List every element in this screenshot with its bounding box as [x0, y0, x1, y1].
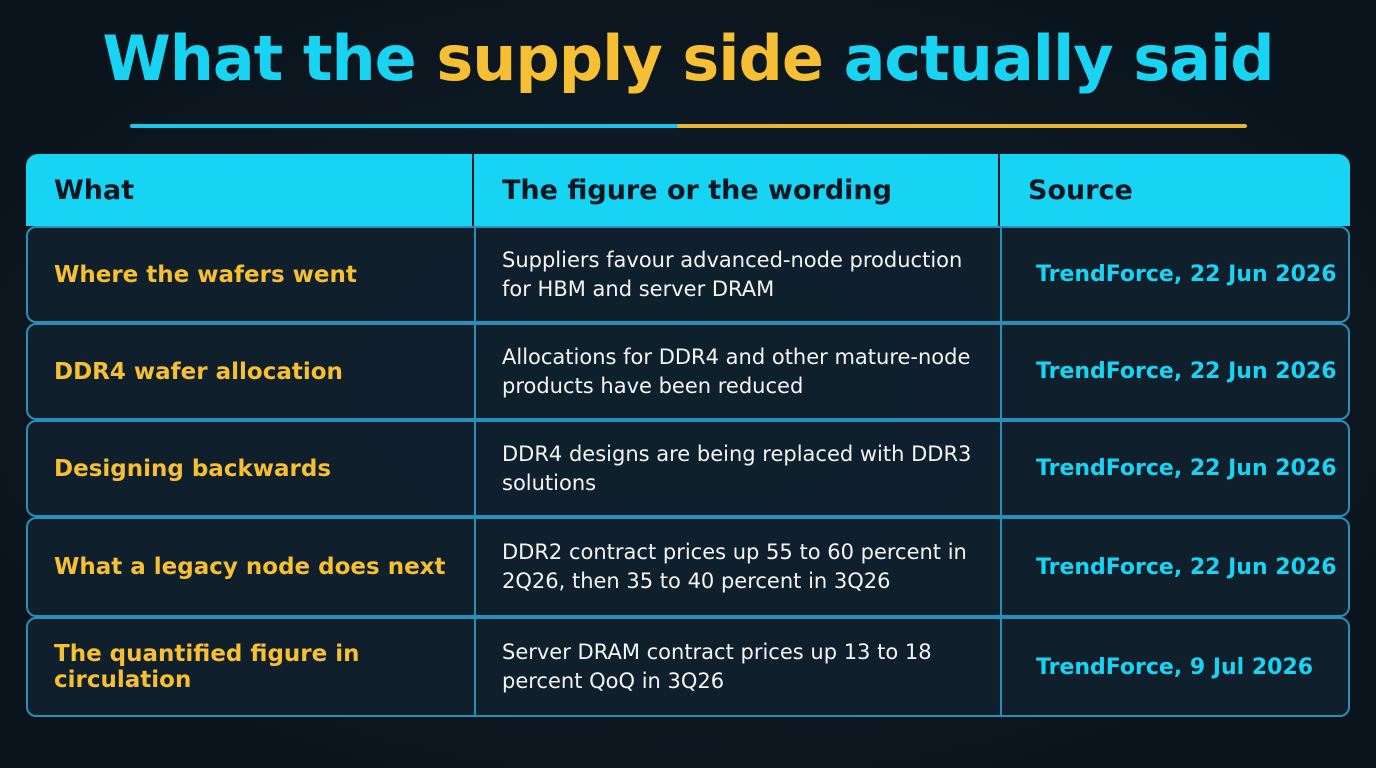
column-header: What	[54, 174, 135, 206]
row-label: Designing backwards	[54, 455, 332, 482]
header-row: What The figure or the wording Source	[26, 154, 1350, 226]
row-wording: Allocations for DDR4 and other mature-no…	[474, 325, 1000, 418]
row-label: DDR4 wafer allocation	[54, 358, 343, 385]
row-label: The quantified figure in circulation	[54, 641, 360, 693]
row-wording: Server DRAM contract prices up 13 to 18 …	[474, 619, 1000, 715]
title-part: actually said	[843, 22, 1275, 95]
row-wording: DDR4 designs are being replaced with DDR…	[474, 422, 1000, 515]
row-wording: Suppliers favour advanced-node productio…	[474, 228, 1000, 321]
row-source: TrendForce, 22 Jun 2026	[1000, 422, 1352, 515]
column-header: The figure or the wording	[472, 154, 998, 226]
row-source: TrendForce, 22 Jun 2026	[1000, 228, 1352, 321]
row-source: TrendForce, 9 Jul 2026	[1000, 619, 1352, 715]
row-source: TrendForce, 22 Jun 2026	[1000, 325, 1352, 418]
title: What the supply side actually said	[0, 22, 1376, 95]
table-row: The quantified figure in circulation Serv…	[26, 617, 1350, 717]
row-source: TrendForce, 22 Jun 2026	[1000, 519, 1352, 615]
row-label: Where the wafers went	[54, 261, 357, 288]
table-row: What a legacy node does next DDR2 contrac…	[26, 517, 1350, 617]
title-rule	[130, 124, 1247, 128]
row-label: What a legacy node does next	[54, 554, 446, 580]
row-wording: DDR2 contract prices up 55 to 60 percent…	[474, 519, 1000, 615]
table-row: DDR4 wafer allocation Allocations for DDR…	[26, 323, 1350, 420]
title-highlight: supply side	[436, 22, 824, 95]
column-header: Source	[998, 154, 1350, 226]
table-row: Where the wafers went Suppliers favour ad…	[26, 226, 1350, 323]
title-part: What the	[102, 22, 416, 95]
table-row: Designing backwards DDR4 designs are bein…	[26, 420, 1350, 517]
table: What The figure or the wording Source Where…	[26, 154, 1350, 717]
